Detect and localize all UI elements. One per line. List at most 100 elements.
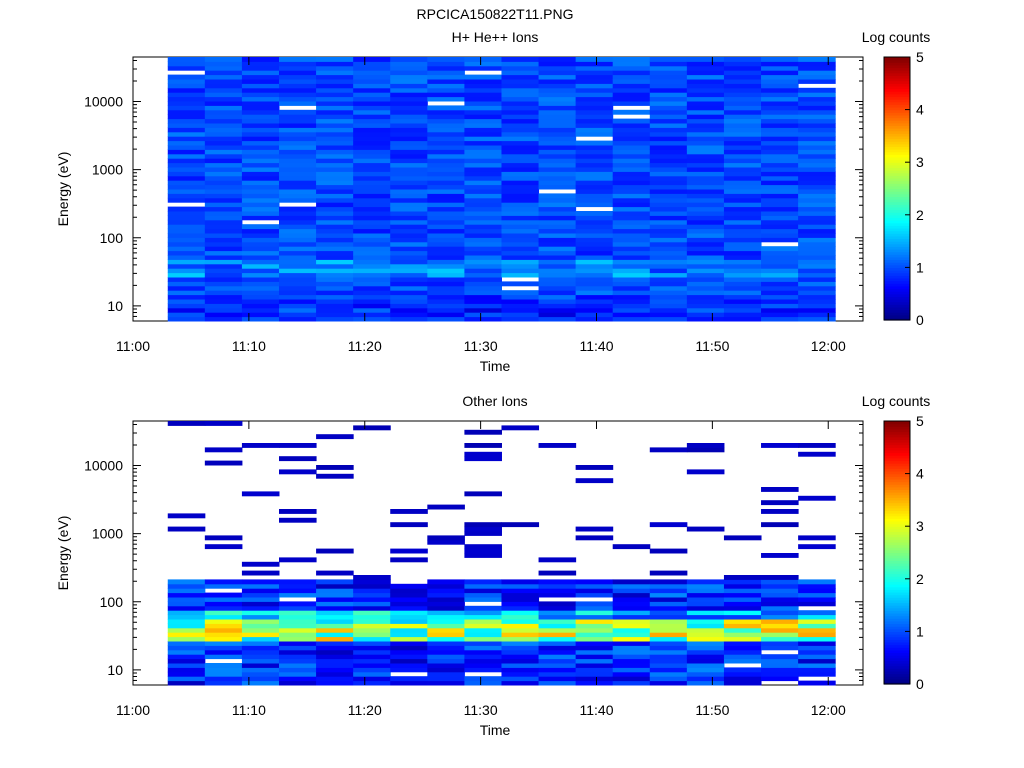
heatmap-cell <box>798 632 836 638</box>
heatmap-cell <box>427 663 465 668</box>
heatmap-cell <box>649 167 688 172</box>
heatmap-cell <box>538 623 577 629</box>
heatmap-cell <box>167 171 206 177</box>
heatmap-cell <box>427 87 465 93</box>
heatmap-cell <box>390 259 428 265</box>
heatmap-cell <box>427 303 465 309</box>
x-tick-label: 11:40 <box>579 338 613 354</box>
heatmap-cell <box>279 632 317 638</box>
colorbar-segment <box>884 78 910 82</box>
heatmap-cell <box>464 127 502 133</box>
heatmap-cell <box>612 597 651 602</box>
heatmap-cell <box>353 184 391 190</box>
colorbar-segment <box>884 162 910 166</box>
colorbar-segment <box>884 243 910 247</box>
heatmap-cell <box>167 627 206 633</box>
colorbar-segment <box>884 306 910 311</box>
heatmap-cell <box>575 184 614 190</box>
heatmap-cell <box>761 167 799 172</box>
heatmap-cell <box>723 70 762 76</box>
heatmap-cell <box>427 312 465 318</box>
heatmap-cell <box>798 87 836 93</box>
heatmap-cell <box>353 101 391 106</box>
heatmap-cell <box>390 167 428 172</box>
colorbar-segment <box>884 581 910 585</box>
heatmap-cell <box>353 74 391 80</box>
heatmap-cell <box>390 237 428 243</box>
heatmap-cell <box>538 294 577 300</box>
heatmap-cell <box>464 645 502 651</box>
heatmap-cell <box>686 592 725 598</box>
heatmap-cell <box>241 180 280 186</box>
heatmap-cell <box>501 96 540 102</box>
heatmap-cell <box>501 193 540 199</box>
heatmap-cell <box>353 114 391 120</box>
heatmap-cell <box>538 654 577 660</box>
heatmap-cell <box>575 641 614 646</box>
colorbar-segment <box>884 649 910 654</box>
heatmap-cell <box>390 105 428 111</box>
heatmap-cell <box>241 105 280 111</box>
heatmap-cell <box>241 228 280 234</box>
heatmap-cell <box>612 246 651 252</box>
heatmap-cell <box>464 548 502 554</box>
heatmap-cell <box>464 224 502 230</box>
heatmap-cell <box>798 219 836 225</box>
heatmap-cell <box>686 83 725 89</box>
colorbar-segment <box>884 80 910 84</box>
colorbar-segment <box>884 130 910 134</box>
colorbar-tick-label: 0 <box>916 676 924 692</box>
heatmap-cell <box>501 605 540 611</box>
heatmap-cell <box>279 83 317 89</box>
heatmap-cell <box>427 605 465 611</box>
heatmap-cell <box>204 263 243 269</box>
heatmap-cell <box>167 421 206 426</box>
heatmap-cell <box>649 601 688 607</box>
heatmap-cell <box>761 663 799 668</box>
heatmap-cell <box>538 312 577 318</box>
heatmap-cell <box>723 250 762 256</box>
heatmap-cell <box>501 627 540 633</box>
heatmap-cell <box>501 153 540 159</box>
heatmap-cell <box>761 140 799 146</box>
heatmap-cell <box>464 294 502 300</box>
colorbar-segment <box>884 578 910 583</box>
heatmap-cell <box>204 285 243 291</box>
heatmap-cell <box>167 189 206 194</box>
heatmap-cell <box>723 281 762 287</box>
heatmap-cell <box>353 255 391 260</box>
heatmap-cell <box>167 588 206 594</box>
colorbar-segment <box>884 641 910 646</box>
heatmap-cell <box>353 153 391 159</box>
heatmap-cell <box>464 667 502 673</box>
heatmap-cell <box>798 57 836 62</box>
heatmap-cell <box>575 105 614 111</box>
heatmap-cell <box>279 623 317 629</box>
heatmap-cell <box>353 158 391 164</box>
heatmap-cell <box>464 171 502 177</box>
colorbar-segment <box>884 507 910 512</box>
colorbar-segment <box>884 262 910 266</box>
heatmap-cell <box>575 74 614 80</box>
heatmap-cell <box>279 197 317 203</box>
heatmap-cell <box>241 92 280 98</box>
heatmap-cell <box>241 579 280 585</box>
heatmap-cell <box>761 70 799 76</box>
heatmap-cell <box>464 79 502 84</box>
heatmap-cell <box>353 180 391 186</box>
heatmap-cell <box>761 285 799 291</box>
heatmap-cell <box>761 658 799 664</box>
heatmap-cell <box>538 592 577 598</box>
heatmap-cell <box>686 307 725 313</box>
heatmap-cell <box>204 237 243 243</box>
y-tick-label: 1000 <box>92 526 123 542</box>
heatmap-cell <box>390 619 428 624</box>
heatmap-cell <box>390 123 428 128</box>
heatmap-cell <box>798 180 836 186</box>
heatmap-cell <box>427 184 465 190</box>
heatmap-cell <box>204 579 243 585</box>
heatmap-cell <box>649 202 688 208</box>
heatmap-cell <box>575 180 614 186</box>
heatmap-cell <box>501 641 540 646</box>
heatmap-cell <box>464 531 502 536</box>
